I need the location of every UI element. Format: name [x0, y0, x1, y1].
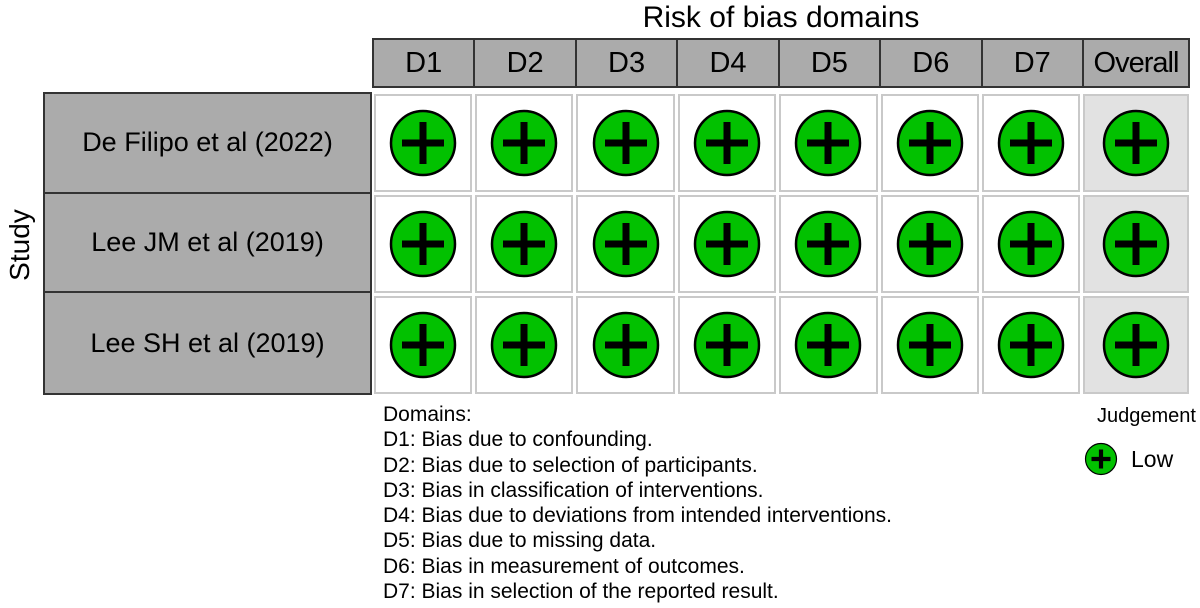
judgement-cell-d5-row2: [779, 194, 878, 293]
column-header-d3: D3: [577, 40, 679, 86]
study-label: Lee SH et al (2019): [90, 327, 325, 358]
low-risk-plus-circle-icon: [693, 311, 761, 378]
low-risk-plus-circle-icon: [896, 109, 964, 176]
low-risk-plus-circle-icon: [693, 109, 761, 176]
low-risk-plus-circle-icon: [490, 311, 558, 378]
domains-footnote-heading: Domains:: [383, 403, 472, 426]
column-header-d2: D2: [475, 40, 577, 86]
low-risk-plus-circle-icon: [997, 311, 1065, 378]
column-header-d5: D5: [780, 40, 882, 86]
low-risk-plus-circle-icon: [592, 311, 659, 378]
judgement-cell-d6-row2: [880, 194, 980, 293]
judgement-cell-overall-row1: [1083, 93, 1189, 192]
study-label: Lee JM et al (2019): [45, 194, 370, 294]
low-risk-plus-circle-icon: [693, 210, 761, 277]
domains-footnote: Domains: D1: Bias due to confounding. D2:…: [383, 402, 1023, 604]
judgement-cell-d5-row1: [779, 93, 878, 192]
judgement-cell-overall-row2: [1083, 194, 1189, 293]
judgement-cell-d2-row2: [474, 194, 574, 293]
legend-item-label: Low: [1131, 445, 1174, 472]
low-risk-plus-circle-icon: [490, 210, 558, 277]
low-risk-plus-circle-icon: [997, 109, 1065, 176]
column-header-overall: Overall: [1093, 46, 1180, 79]
judgement-cell-d6-row3: [880, 295, 980, 394]
column-header-d1: D1: [374, 40, 476, 86]
judgement-grid: [372, 92, 1190, 395]
column-header-d6: D6: [881, 40, 983, 86]
low-risk-plus-circle-icon: [490, 109, 558, 176]
judgement-cell-d3-row3: [576, 295, 675, 394]
y-axis-title: Study: [4, 209, 35, 281]
legend-plus-circle-icon: [1084, 442, 1118, 476]
judgement-cell-d2-row1: [474, 93, 574, 192]
low-risk-plus-circle-icon: [896, 311, 964, 378]
low-risk-plus-circle-icon: [795, 210, 862, 277]
legend-title: Judgement: [1097, 405, 1196, 427]
judgement-cell-d3-row1: [576, 93, 675, 192]
judgement-cell-d1-row1: [373, 93, 472, 192]
domain-header-row: D1 D2 D3 D4 D5 D6 D7 Overall: [372, 38, 1190, 88]
judgement-cell-d4-row3: [677, 295, 777, 394]
plot-title: Risk of bias domains: [642, 1, 920, 34]
domain-definition: D1: Bias due to confounding.: [383, 428, 653, 452]
low-risk-plus-circle-icon: [795, 311, 862, 378]
column-header-d7: D7: [983, 40, 1084, 86]
judgement-cell-d3-row2: [576, 194, 675, 293]
low-risk-plus-circle-icon: [997, 210, 1065, 277]
study-label-column: De Filipo et al (2022) Lee JM et al (2019…: [43, 92, 372, 395]
low-risk-plus-circle-icon: [896, 210, 964, 277]
judgement-cell-d2-row3: [474, 295, 574, 394]
judgement-cell-d7-row1: [982, 93, 1081, 192]
judgement-cell-d4-row2: [677, 194, 777, 293]
judgement-legend: Judgement Low: [1040, 404, 1198, 476]
column-header-d4: D4: [678, 40, 780, 86]
low-risk-plus-circle-icon: [389, 109, 456, 176]
judgement-cell-d1-row3: [373, 295, 472, 394]
low-risk-plus-circle-icon: [795, 109, 862, 176]
legend-item-low: Low: [1040, 442, 1198, 476]
low-risk-plus-circle-icon: [592, 109, 659, 176]
low-risk-plus-circle-icon: [389, 311, 456, 378]
domain-definition: D7: Bias in selection of the reported re…: [383, 580, 779, 604]
judgement-cell-d7-row2: [982, 194, 1081, 293]
judgement-cell-d4-row1: [677, 93, 777, 192]
low-risk-plus-circle-icon: [1102, 109, 1170, 176]
judgement-cell-d6-row1: [880, 93, 980, 192]
low-risk-plus-circle-icon: [592, 210, 659, 277]
study-label: De Filipo et al (2022): [45, 94, 370, 194]
judgement-cell-d1-row2: [373, 194, 472, 293]
domain-definition: D2: Bias due to selection of participant…: [383, 453, 758, 477]
judgement-cell-overall-row3: [1083, 295, 1189, 394]
low-risk-plus-circle-icon: [1102, 311, 1170, 378]
low-risk-plus-circle-icon: [389, 210, 456, 277]
low-risk-plus-circle-icon: [1102, 210, 1170, 277]
domain-definition: D6: Bias in measurement of outcomes.: [383, 554, 745, 578]
domain-definition: D4: Bias due to deviations from intended…: [383, 504, 892, 528]
domain-definition: D3: Bias in classification of interventi…: [383, 478, 764, 502]
judgement-cell-d5-row3: [779, 295, 878, 394]
judgement-cell-d7-row3: [982, 295, 1081, 394]
domain-definition: D5: Bias due to missing data.: [383, 529, 657, 553]
